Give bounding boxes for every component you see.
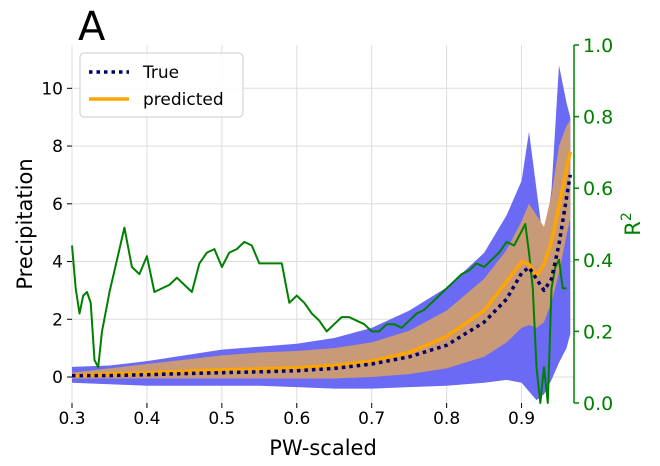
x-tick-label: 0.8 (433, 409, 460, 429)
x-tick-label: 0.4 (133, 409, 160, 429)
y-tick-label: 8 (52, 137, 63, 157)
legend-label-true: True (142, 63, 179, 83)
y-tick-label: 10 (41, 79, 63, 99)
true-series-line (72, 174, 573, 378)
svg-text:R2: R2 (619, 212, 645, 236)
panel-label: A (78, 4, 106, 50)
y-right-tick-label: 0.8 (583, 107, 613, 129)
legend-label-predicted: predicted (143, 90, 224, 110)
y-right-tick-label: 0.6 (583, 178, 613, 200)
x-tick-label: 0.5 (208, 409, 235, 429)
legend: True predicted (79, 52, 244, 118)
inner-band (72, 120, 571, 379)
x-axis-label: PW-scaled (269, 436, 377, 460)
y-right-tick-label: 1.0 (583, 35, 613, 57)
legend-box (79, 52, 244, 118)
y-tick-label: 6 (52, 195, 63, 215)
y-axis-ticks: 0 2 4 6 8 10 (41, 79, 72, 388)
y-axis-label: Precipitation (13, 158, 37, 289)
series (71, 151, 573, 404)
x-axis-ticks: 0.3 0.4 0.5 0.6 0.7 0.8 0.9 (58, 403, 535, 429)
x-tick-label: 0.7 (358, 409, 385, 429)
r2-series-line (71, 223, 567, 404)
predicted-series-line (71, 151, 573, 378)
x-tick-label: 0.9 (508, 409, 535, 429)
y-tick-label: 0 (52, 368, 63, 388)
y-right-tick-label: 0.0 (583, 393, 613, 415)
x-tick-label: 0.6 (283, 409, 310, 429)
r-label-sup: 2 (619, 212, 635, 221)
r-label: R (621, 221, 645, 236)
x-tick-label: 0.3 (58, 409, 85, 429)
y-right-axis-ticks: 0.0 0.2 0.4 0.6 0.8 1.0 (574, 35, 613, 415)
y-right-tick-label: 0.4 (583, 250, 613, 272)
y-right-tick-label: 0.2 (583, 321, 613, 343)
bands (72, 65, 571, 401)
y-tick-label: 4 (52, 253, 63, 273)
y-right-axis-label: R2 (619, 212, 645, 236)
y-tick-label: 2 (52, 310, 63, 330)
